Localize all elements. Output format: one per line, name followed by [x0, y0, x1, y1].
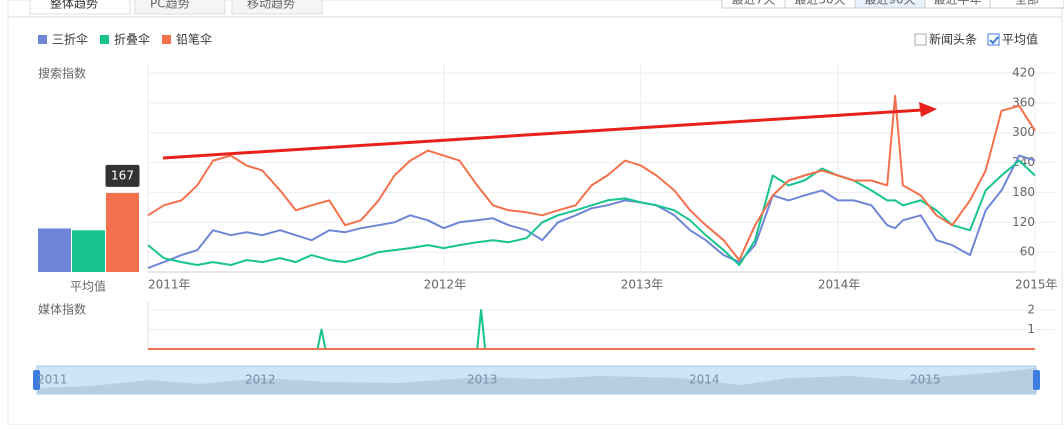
series-line	[147, 159, 1036, 266]
range-button[interactable]	[721, 0, 786, 9]
range-button-label[interactable]: 最近7天	[732, 0, 776, 7]
navigator-labels: 2011 2012 2013 2014 2015	[37, 373, 941, 387]
range-button-label[interactable]: 全部	[1015, 0, 1039, 7]
checkbox[interactable]	[914, 33, 927, 46]
x-tick-label: 2012年	[424, 278, 467, 292]
tab[interactable]	[231, 0, 323, 15]
legend: 三折伞 折叠伞 铅笔伞	[38, 32, 212, 47]
navigator-label: 2013	[467, 373, 498, 387]
tooltip	[105, 164, 140, 187]
y-tick-label: 300	[1012, 125, 1035, 139]
tab-label[interactable]: PC趋势	[150, 0, 190, 11]
y-tick-label: 1	[1027, 322, 1035, 336]
x-tick-label: 2011年	[148, 278, 191, 292]
legend-label: 三折伞	[52, 32, 88, 47]
media-index-title: 媒体指数	[38, 302, 86, 317]
checkmark	[989, 36, 999, 45]
tabs: 整体趋势 PC趋势 移动趋势	[29, 0, 323, 15]
panel-frame	[7, 0, 1063, 426]
navigator-silhouette	[37, 368, 1036, 394]
tab[interactable]	[134, 0, 226, 15]
legend-swatch	[38, 35, 47, 44]
y-tick-label: 60	[1020, 245, 1035, 259]
y-tick-label: 420	[1012, 66, 1035, 80]
navigator-label: 2011	[37, 373, 68, 387]
tooltip-value: 167	[111, 168, 134, 182]
arrow-head	[919, 102, 937, 117]
x-tick-label: 2014年	[818, 278, 861, 292]
search-index-title: 搜索指数	[38, 66, 86, 81]
range-button[interactable]	[784, 0, 856, 9]
average-bar	[106, 192, 139, 272]
navigator-handle[interactable]	[33, 370, 40, 390]
range-button-label[interactable]: 最近30天	[794, 0, 845, 7]
x-tick-label: 2015年	[1015, 278, 1058, 292]
range-button[interactable]	[924, 0, 991, 9]
range-button-label[interactable]: 最近90天	[864, 0, 915, 7]
navigator: 2011 2012 2013 2014 2015	[33, 365, 1040, 395]
x-tick-label: 2013年	[621, 278, 664, 292]
options: 新闻头条 平均值	[914, 32, 1038, 47]
range-button-label[interactable]: 最近半年	[933, 0, 981, 7]
range-buttons: 最近7天 最近30天 最近90天 最近半年 全部	[721, 0, 1064, 9]
legend-swatch	[162, 35, 171, 44]
average-bar	[72, 230, 105, 272]
navigator-handle[interactable]	[1033, 370, 1040, 390]
range-button[interactable]	[854, 0, 926, 9]
series-line	[147, 154, 1036, 269]
tab[interactable]	[29, 0, 131, 15]
average-bar	[38, 228, 71, 272]
navigator-label: 2012	[245, 373, 276, 387]
checkbox[interactable]	[987, 33, 1000, 46]
average-label: 平均值	[70, 279, 106, 294]
trend-arrow	[162, 102, 937, 160]
navigator-label: 2014	[689, 373, 720, 387]
option-label[interactable]: 平均值	[1002, 32, 1038, 47]
y-tick-label: 180	[1012, 185, 1035, 199]
option-label[interactable]: 新闻头条	[929, 32, 977, 47]
arrow-shaft	[162, 108, 923, 160]
range-button[interactable]	[989, 0, 1064, 9]
navigator-label: 2015	[910, 373, 941, 387]
legend-label: 折叠伞	[114, 32, 150, 47]
y-tick-label: 120	[1012, 215, 1035, 229]
legend-swatch	[100, 35, 109, 44]
y-tick-label: 2	[1027, 303, 1035, 317]
legend-label: 铅笔伞	[176, 32, 212, 47]
tab-label[interactable]: 移动趋势	[247, 0, 295, 11]
tab-label[interactable]: 整体趋势	[50, 0, 98, 11]
